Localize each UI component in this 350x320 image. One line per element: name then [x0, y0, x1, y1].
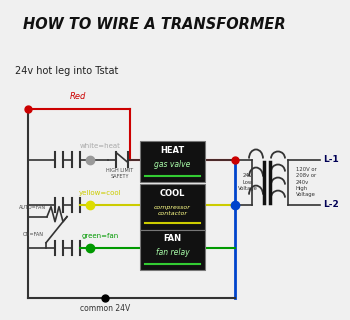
Text: common 24V: common 24V: [80, 304, 130, 313]
Text: green=fan: green=fan: [81, 233, 119, 239]
Text: COOL: COOL: [160, 189, 185, 198]
Text: HEAT: HEAT: [160, 146, 185, 155]
Text: compressor
contactor: compressor contactor: [154, 205, 191, 216]
Polygon shape: [203, 24, 350, 59]
FancyBboxPatch shape: [140, 184, 205, 230]
Text: FAN: FAN: [163, 234, 182, 243]
FancyBboxPatch shape: [140, 141, 205, 181]
Text: L-2: L-2: [323, 200, 339, 209]
Text: 120V or
208v or
240v
High
Voltage: 120V or 208v or 240v High Voltage: [296, 167, 317, 197]
Text: 24v
Low
Voltage: 24v Low Voltage: [238, 173, 258, 191]
Text: Red: Red: [70, 92, 86, 101]
Text: L-1: L-1: [323, 155, 339, 164]
Text: ON=FAN: ON=FAN: [22, 232, 43, 237]
FancyBboxPatch shape: [140, 230, 205, 270]
Text: white=heat: white=heat: [79, 143, 120, 149]
Text: fan relay: fan relay: [156, 248, 189, 257]
Text: HOW TO WIRE A TRANSFORMER: HOW TO WIRE A TRANSFORMER: [23, 17, 285, 32]
Text: HIGH LIMIT
SAFETY: HIGH LIMIT SAFETY: [106, 168, 134, 179]
Text: AUTO=FAN: AUTO=FAN: [20, 205, 47, 210]
Text: gas valve: gas valve: [154, 160, 191, 169]
Text: 24v hot leg into Tstat: 24v hot leg into Tstat: [15, 66, 118, 76]
Text: yellow=cool: yellow=cool: [79, 190, 121, 196]
